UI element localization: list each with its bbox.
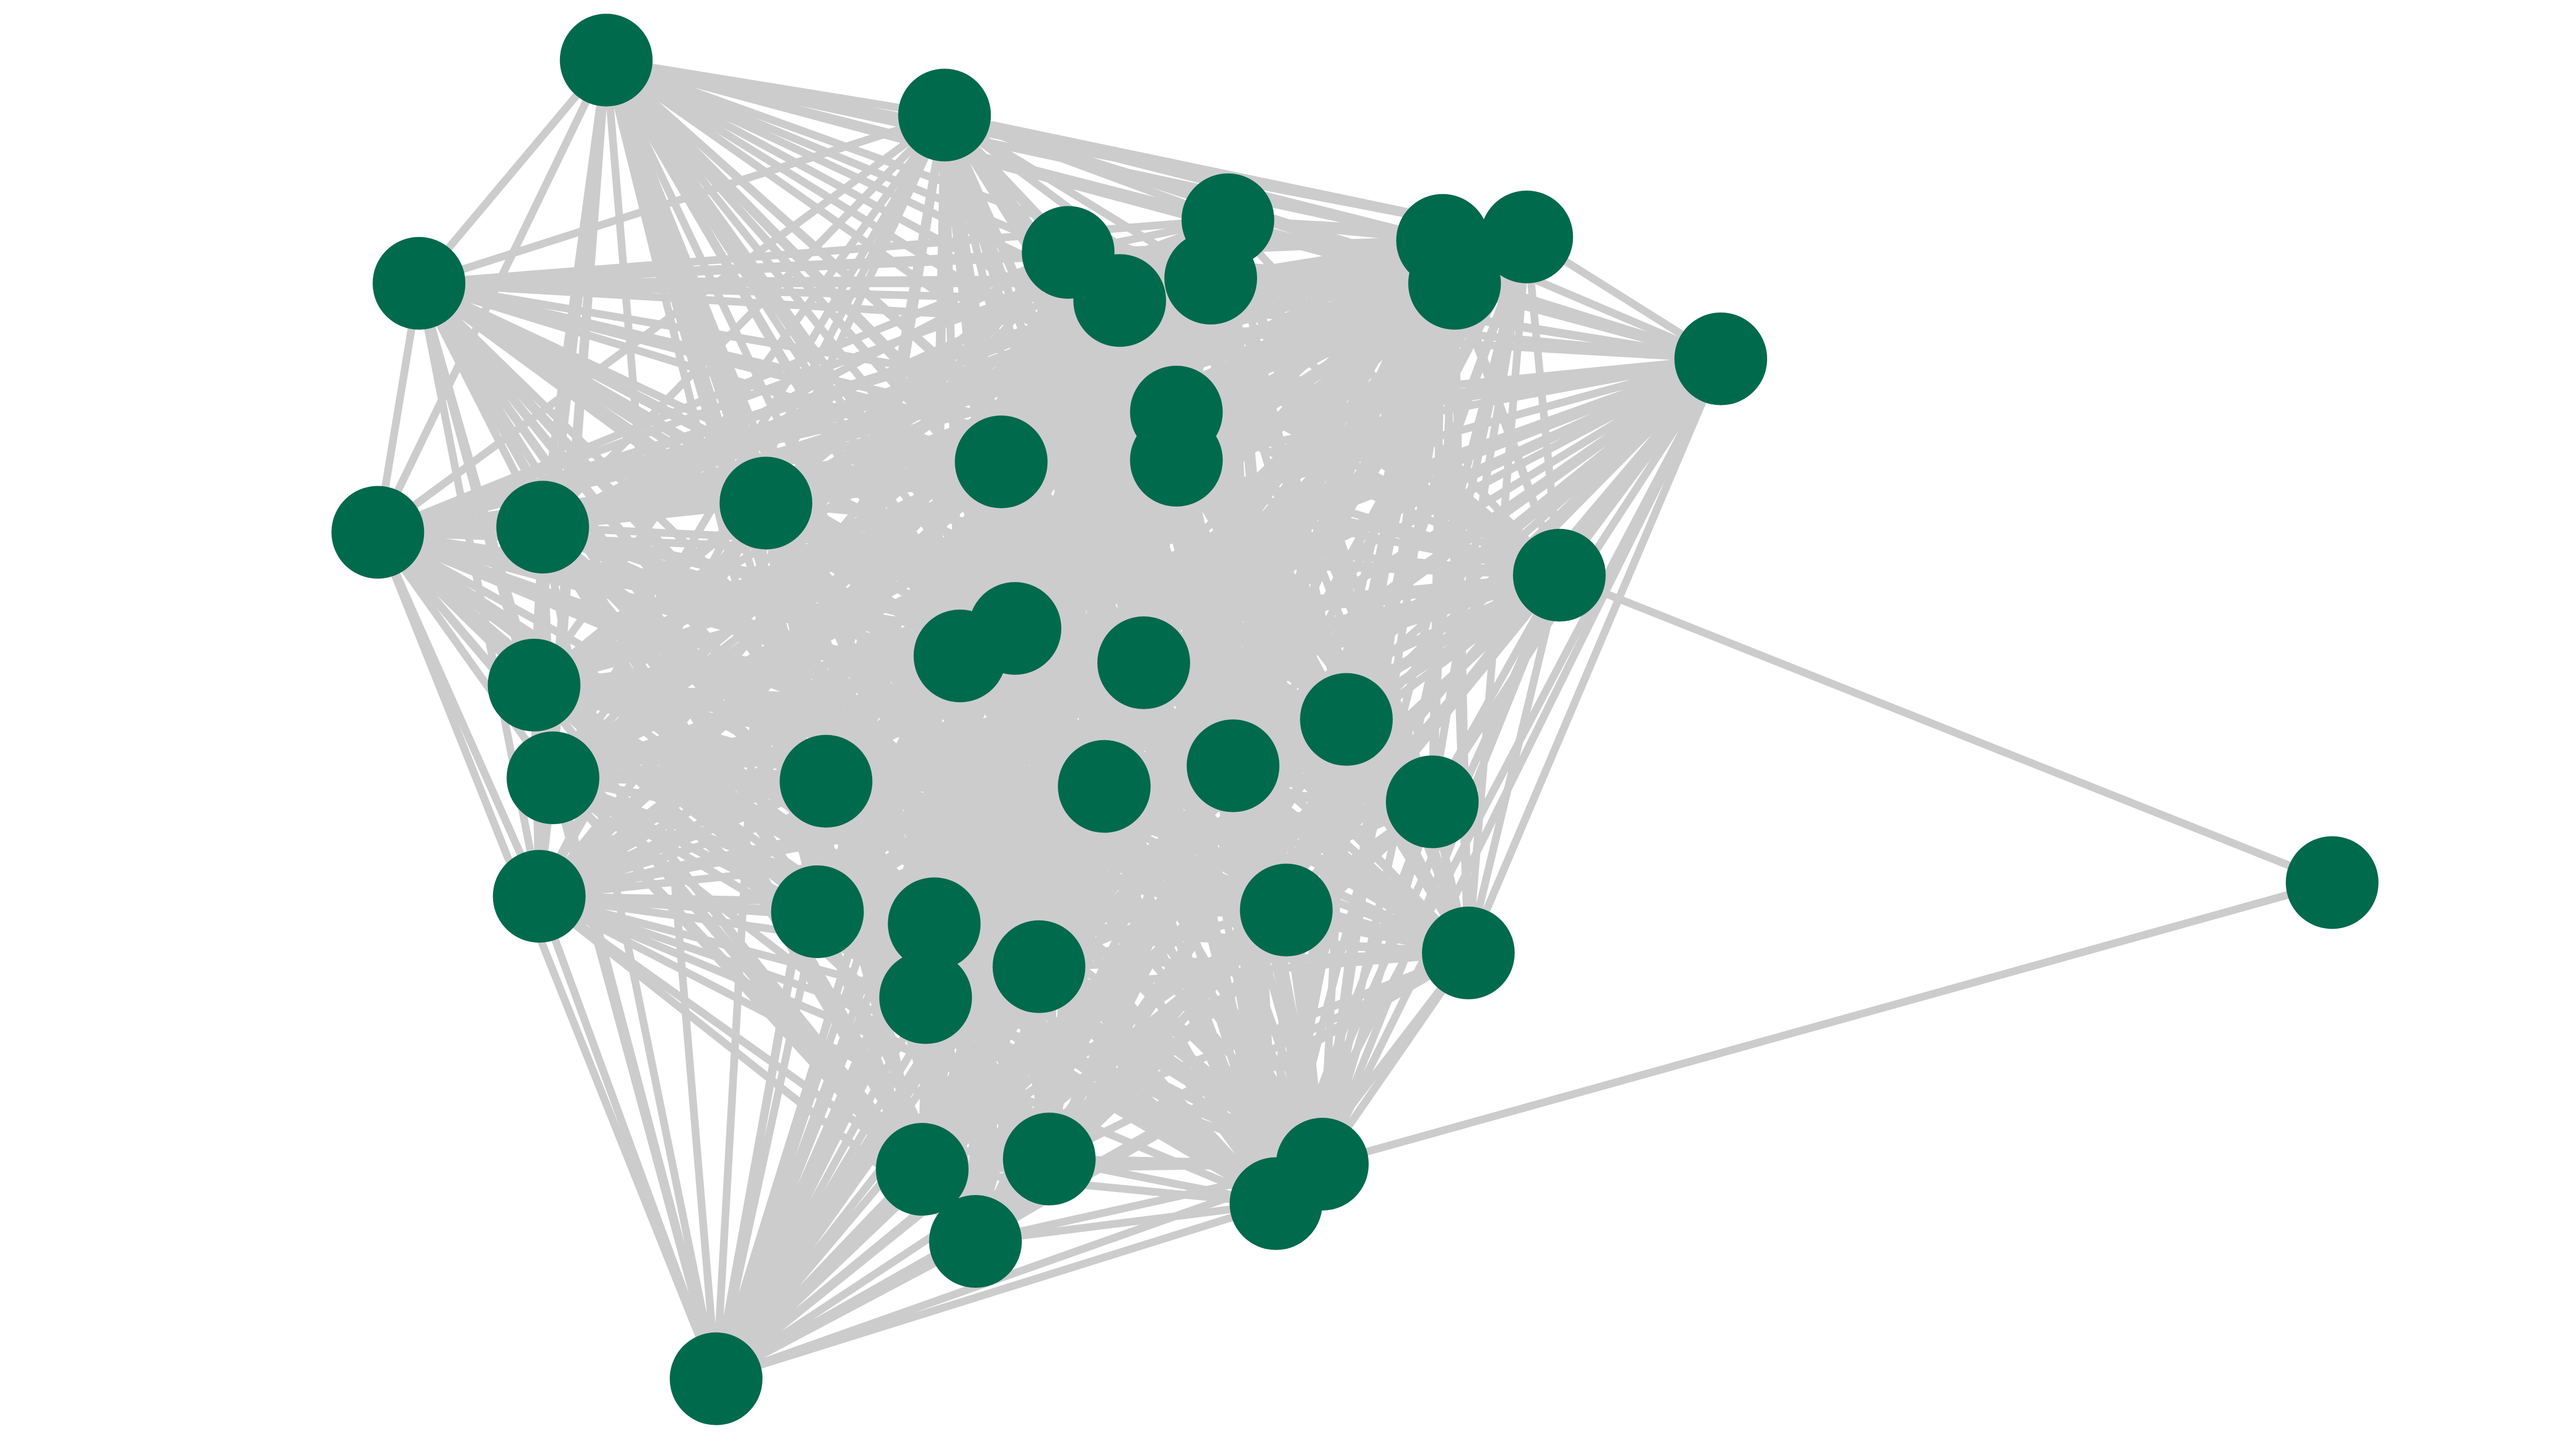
edge-n14-n22 xyxy=(537,237,1445,900)
node-n17 xyxy=(1674,312,1767,405)
node-n6 xyxy=(719,456,812,550)
edge-n13-n20 xyxy=(532,275,1213,689)
edge-n35-n42 xyxy=(713,996,929,1381)
node-n19 xyxy=(2285,836,2379,929)
edge-n32-n36 xyxy=(1039,949,1469,971)
node-n23 xyxy=(779,735,873,828)
node-n39 xyxy=(929,1195,1022,1288)
edge-n4-n10 xyxy=(376,249,1070,536)
edge-n19-n18 xyxy=(1557,571,2334,887)
edge-n24-n42 xyxy=(712,654,964,1380)
edge-n32-n38 xyxy=(1047,949,1470,1163)
edge-n40-n42 xyxy=(715,1160,1324,1383)
node-n13 xyxy=(1164,232,1257,325)
edge-n30-n34 xyxy=(933,798,1433,928)
edge-n38-n42 xyxy=(714,1155,1052,1382)
node-n18 xyxy=(1513,529,1606,622)
edge-n33-n42 xyxy=(712,911,821,1380)
edge-n17-n20 xyxy=(533,355,1722,689)
edge-n25-n39 xyxy=(971,628,1019,1242)
node-n9 xyxy=(1130,414,1223,507)
node-n25 xyxy=(969,582,1061,675)
edge-n18-n40 xyxy=(1318,573,1563,1166)
node-n3 xyxy=(372,237,466,330)
node-n32 xyxy=(1422,907,1515,999)
node-n41 xyxy=(1229,1157,1323,1250)
edge-n39-n42 xyxy=(714,1238,977,1383)
edge-n18-n25 xyxy=(1014,571,1560,633)
node-n4 xyxy=(331,486,425,579)
edge-n17-n32 xyxy=(1465,357,1724,954)
edge-n24-n33 xyxy=(814,654,963,914)
node-n20 xyxy=(487,639,581,731)
node-n30 xyxy=(1386,755,1479,848)
edge-n2-n3 xyxy=(418,111,946,287)
node-n37 xyxy=(876,1123,969,1216)
node-n21 xyxy=(506,731,600,824)
node-n27 xyxy=(1058,740,1151,833)
node-n15 xyxy=(1480,191,1573,283)
edge-n31-n37 xyxy=(920,907,1289,1173)
edge-n26-n34 xyxy=(931,660,1147,927)
node-n26 xyxy=(1097,616,1190,709)
edge-n25-n30 xyxy=(1013,625,1434,806)
edge-n4-n21 xyxy=(375,530,556,780)
node-n33 xyxy=(771,865,864,958)
edge-n26-n32 xyxy=(1141,660,1471,956)
node-n36 xyxy=(992,920,1086,1013)
edge-n1-n3 xyxy=(416,57,609,286)
edge-n30-n40 xyxy=(1318,800,1436,1166)
edge-n10-n20 xyxy=(531,249,1071,688)
edge-n22-n42 xyxy=(535,895,720,1380)
edge-n36-n40 xyxy=(1037,963,1325,1168)
edge-n26-n33 xyxy=(815,659,1146,915)
node-n35 xyxy=(879,951,972,1044)
nodes-layer xyxy=(331,13,2379,1425)
node-n31 xyxy=(1240,863,1333,957)
edge-n14-n21 xyxy=(551,237,1445,781)
edge-n39-n41 xyxy=(975,1200,1277,1246)
edge-n19-n40 xyxy=(1321,879,2333,1168)
node-n42 xyxy=(670,1332,762,1425)
node-n28 xyxy=(1187,719,1280,812)
node-n5 xyxy=(496,481,589,574)
edge-n4-n42 xyxy=(374,531,720,1380)
node-n11 xyxy=(1073,254,1166,347)
node-n1 xyxy=(560,13,653,107)
edge-n18-n26 xyxy=(1143,571,1561,667)
edge-n27-n42 xyxy=(713,784,1108,1381)
node-n29 xyxy=(1300,673,1393,766)
node-n2 xyxy=(898,69,991,162)
edge-n22-n35 xyxy=(538,892,927,1001)
node-n16 xyxy=(1408,237,1501,330)
edge-n36-n39 xyxy=(972,965,1043,1242)
edge-n30-n36 xyxy=(1037,798,1434,970)
node-n7 xyxy=(955,415,1048,508)
node-n34 xyxy=(888,877,981,970)
edge-n16-n25 xyxy=(1012,280,1457,632)
edge-n34-n41 xyxy=(931,920,1279,1207)
edge-n18-n32 xyxy=(1464,574,1563,954)
edge-n5-n10 xyxy=(540,249,1070,531)
edge-n37-n42 xyxy=(713,1166,925,1382)
edge-n41-n42 xyxy=(715,1200,1277,1383)
node-n22 xyxy=(493,850,586,943)
node-n38 xyxy=(1003,1113,1096,1205)
edge-n22-n41 xyxy=(537,893,1278,1207)
edge-n17-n25 xyxy=(1013,355,1722,633)
